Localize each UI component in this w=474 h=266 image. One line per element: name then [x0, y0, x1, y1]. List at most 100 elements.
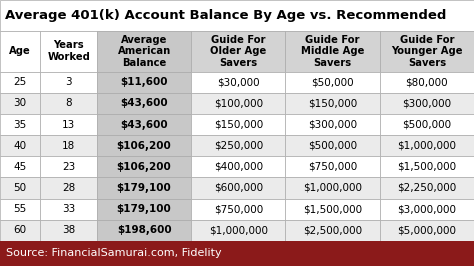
Bar: [97, 72, 191, 93]
Bar: [0, 241, 474, 266]
Bar: [97, 220, 191, 241]
Text: $300,000: $300,000: [402, 98, 451, 109]
Bar: [380, 93, 474, 114]
Text: 55: 55: [14, 204, 27, 214]
Bar: [0, 31, 40, 72]
Text: $750,000: $750,000: [308, 162, 357, 172]
Text: $179,100: $179,100: [117, 204, 172, 214]
Bar: [40, 220, 97, 241]
Text: 50: 50: [14, 183, 27, 193]
Bar: [285, 177, 380, 198]
Text: $179,100: $179,100: [117, 183, 172, 193]
Text: $600,000: $600,000: [214, 183, 263, 193]
Bar: [380, 220, 474, 241]
Bar: [97, 135, 191, 156]
Text: 60: 60: [14, 225, 27, 235]
Text: Guide For
Older Age
Savers: Guide For Older Age Savers: [210, 35, 266, 68]
Bar: [191, 177, 285, 198]
Text: $2,250,000: $2,250,000: [397, 183, 456, 193]
Bar: [191, 72, 285, 93]
Text: $106,200: $106,200: [117, 141, 172, 151]
Text: $1,000,000: $1,000,000: [303, 183, 362, 193]
Bar: [0, 135, 40, 156]
Text: 18: 18: [62, 141, 75, 151]
Bar: [191, 31, 285, 72]
Bar: [191, 93, 285, 114]
Bar: [191, 156, 285, 177]
Bar: [0, 198, 40, 220]
Text: Years
Worked: Years Worked: [47, 40, 90, 62]
Bar: [40, 198, 97, 220]
Text: $11,600: $11,600: [120, 77, 168, 87]
Bar: [0, 156, 40, 177]
Bar: [380, 114, 474, 135]
Bar: [285, 72, 380, 93]
Bar: [97, 198, 191, 220]
Text: Average 401(k) Account Balance By Age vs. Recommended: Average 401(k) Account Balance By Age vs…: [5, 9, 446, 22]
Bar: [380, 31, 474, 72]
Text: $50,000: $50,000: [311, 77, 354, 87]
Text: Guide For
Middle Age
Savers: Guide For Middle Age Savers: [301, 35, 365, 68]
Text: 23: 23: [62, 162, 75, 172]
Text: 13: 13: [62, 120, 75, 130]
Bar: [40, 135, 97, 156]
Bar: [285, 93, 380, 114]
Text: $1,000,000: $1,000,000: [209, 225, 268, 235]
Text: Source: FinancialSamurai.com, Fidelity: Source: FinancialSamurai.com, Fidelity: [6, 248, 221, 258]
Text: 8: 8: [65, 98, 72, 109]
Bar: [40, 177, 97, 198]
Text: $150,000: $150,000: [308, 98, 357, 109]
Text: $400,000: $400,000: [214, 162, 263, 172]
Bar: [0, 72, 40, 93]
Bar: [97, 31, 191, 72]
Bar: [97, 114, 191, 135]
Text: $100,000: $100,000: [214, 98, 263, 109]
Bar: [380, 198, 474, 220]
Bar: [191, 220, 285, 241]
Bar: [97, 156, 191, 177]
Text: $1,500,000: $1,500,000: [397, 162, 456, 172]
Text: $106,200: $106,200: [117, 162, 172, 172]
Bar: [0, 93, 40, 114]
Bar: [191, 135, 285, 156]
Bar: [191, 198, 285, 220]
Bar: [40, 31, 97, 72]
Text: $30,000: $30,000: [217, 77, 260, 87]
Bar: [285, 198, 380, 220]
Bar: [380, 135, 474, 156]
Text: 38: 38: [62, 225, 75, 235]
Bar: [285, 31, 380, 72]
Text: $500,000: $500,000: [308, 141, 357, 151]
Bar: [285, 114, 380, 135]
Text: 33: 33: [62, 204, 75, 214]
Bar: [0, 220, 40, 241]
Bar: [285, 220, 380, 241]
Text: $1,500,000: $1,500,000: [303, 204, 362, 214]
Bar: [40, 93, 97, 114]
Text: $43,600: $43,600: [120, 98, 168, 109]
Bar: [285, 156, 380, 177]
Text: $2,500,000: $2,500,000: [303, 225, 362, 235]
Text: $198,600: $198,600: [117, 225, 172, 235]
Text: $150,000: $150,000: [214, 120, 263, 130]
Bar: [380, 72, 474, 93]
Bar: [380, 177, 474, 198]
Bar: [285, 135, 380, 156]
Text: $80,000: $80,000: [406, 77, 448, 87]
Bar: [0, 177, 40, 198]
Bar: [191, 114, 285, 135]
Bar: [40, 72, 97, 93]
Text: $5,000,000: $5,000,000: [397, 225, 456, 235]
Text: 30: 30: [14, 98, 27, 109]
Text: Guide For
Younger Age
Savers: Guide For Younger Age Savers: [391, 35, 463, 68]
Text: 25: 25: [14, 77, 27, 87]
Text: 28: 28: [62, 183, 75, 193]
Bar: [380, 156, 474, 177]
Bar: [0, 114, 40, 135]
Text: 3: 3: [65, 77, 72, 87]
Text: 40: 40: [14, 141, 27, 151]
Bar: [0, 0, 474, 31]
Text: $250,000: $250,000: [214, 141, 263, 151]
Text: 45: 45: [14, 162, 27, 172]
Text: $300,000: $300,000: [308, 120, 357, 130]
